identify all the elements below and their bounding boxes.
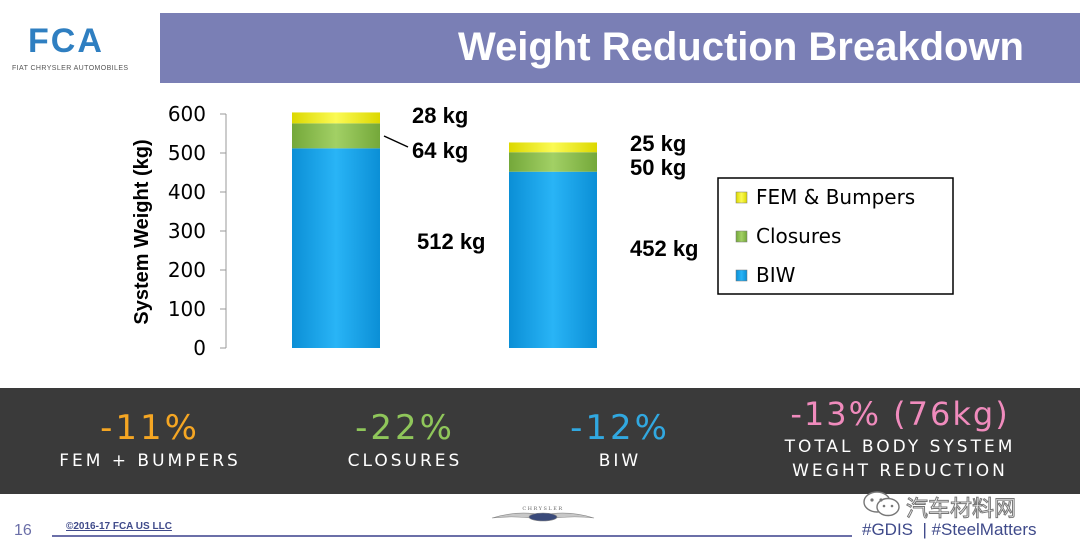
- y-tick-label: 600: [168, 102, 206, 126]
- data-labels: 512 kg 452 kg 64 kg 50 kg 28 kg 25 kg: [412, 103, 699, 261]
- footer: 16 ©2016-17 FCA US LLC CHRYSLER #GDIS | …: [0, 491, 1080, 552]
- weight-chart: System Weight (kg) 0 100 200 300 400 500 600 5…: [131, 102, 954, 360]
- y-axis-ticks: 0 100 200 300 400 500 600: [168, 102, 226, 360]
- watermark: 汽车材料网: [862, 490, 1072, 523]
- stat-biw: -12% BIW: [545, 408, 695, 472]
- fca-logo-text: FCA: [28, 22, 104, 60]
- y-tick-label: 500: [168, 141, 206, 165]
- data-label: 512 kg: [417, 229, 486, 254]
- brand-text: CHRYSLER: [522, 506, 563, 512]
- legend-swatch: [735, 191, 748, 204]
- bar-biw: [292, 148, 380, 348]
- fca-logo: FCA FIAT CHRYSLER AUTOMOBILES: [0, 0, 160, 88]
- stat-label: CLOSURES: [347, 451, 463, 471]
- legend-label: BIW: [756, 263, 796, 287]
- data-label: 28 kg: [412, 103, 468, 128]
- hashtags: #GDIS | #SteelMatters: [862, 520, 1037, 539]
- stat-total-reduction: -13% (76kg) TOTAL BODY SYSTEM WEGHT REDU…: [755, 394, 1045, 482]
- legend-label: FEM & Bumpers: [756, 185, 915, 209]
- page-number: 16: [14, 522, 32, 539]
- data-label: 50 kg: [630, 155, 686, 180]
- wechat-icon: [863, 491, 900, 517]
- bar-closures: [292, 123, 380, 149]
- stat-label: FEM + BUMPERS: [59, 451, 241, 471]
- bar-fem-bumpers: [509, 142, 597, 153]
- stacked-bars: [292, 112, 597, 348]
- copyright: ©2016-17 FCA US LLC: [66, 521, 172, 532]
- bar-closures: [509, 152, 597, 172]
- stat-fem-bumpers: -11% FEM + BUMPERS: [40, 408, 260, 472]
- data-label: 64 kg: [412, 138, 468, 163]
- slide-title: Weight Reduction Breakdown: [458, 25, 1024, 69]
- footer-divider: [52, 535, 852, 537]
- stat-label: BIW: [598, 451, 642, 471]
- stat-label-line1: TOTAL BODY SYSTEM: [784, 437, 1016, 457]
- y-tick-label: 100: [168, 297, 206, 321]
- label-leader-line: [383, 135, 409, 148]
- stat-value: -12%: [570, 408, 670, 448]
- legend-label: Closures: [756, 224, 841, 248]
- stat-value: -13% (76kg): [790, 395, 1010, 433]
- legend-swatch: [735, 269, 748, 282]
- legend: FEM & Bumpers Closures BIW: [717, 177, 954, 295]
- stat-label-line2: WEGHT REDUCTION: [792, 461, 1008, 481]
- watermark-text: 汽车材料网: [905, 497, 1017, 523]
- y-tick-label: 200: [168, 258, 206, 282]
- fca-logo-subtitle: FIAT CHRYSLER AUTOMOBILES: [12, 65, 129, 72]
- stat-closures: -22% CLOSURES: [330, 408, 480, 472]
- chrysler-wing-logo: CHRYSLER: [491, 506, 595, 522]
- title-bar: Weight Reduction Breakdown: [160, 13, 1080, 83]
- y-axis-label: System Weight (kg): [131, 139, 153, 324]
- bar-fem-bumpers: [292, 112, 380, 124]
- y-tick-label: 300: [168, 219, 206, 243]
- bar-biw: [509, 171, 597, 348]
- stat-value: -11%: [100, 408, 200, 448]
- stats-band: -11% FEM + BUMPERS -22% CLOSURES -12% BI…: [0, 388, 1080, 494]
- legend-swatch: [735, 230, 748, 243]
- data-label: 25 kg: [630, 131, 686, 156]
- y-tick-label: 400: [168, 180, 206, 204]
- data-label: 452 kg: [630, 236, 699, 261]
- y-tick-label: 0: [193, 336, 206, 360]
- stat-value: -22%: [355, 408, 455, 448]
